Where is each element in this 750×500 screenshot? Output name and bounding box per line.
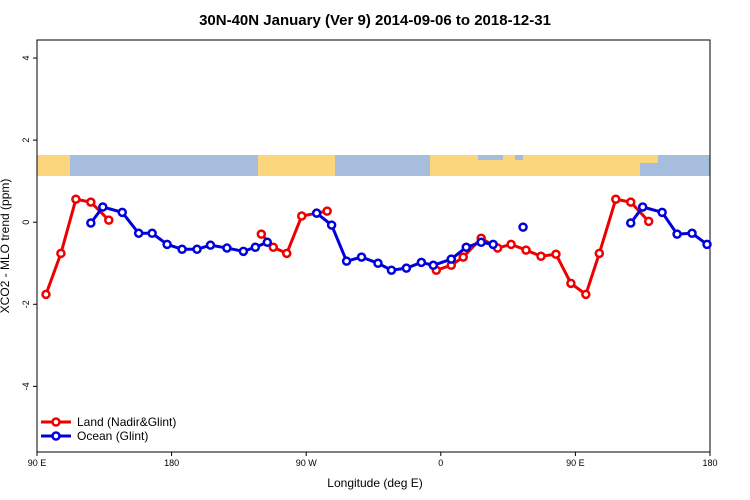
series-line — [89, 205, 708, 272]
data-point — [71, 194, 81, 204]
data-point — [476, 237, 486, 248]
x-tick-label: 180 — [702, 458, 717, 468]
x-tick-label: 180 — [164, 458, 179, 468]
data-point — [625, 197, 636, 207]
data-point — [643, 216, 654, 227]
data-point — [41, 289, 51, 300]
data-point — [625, 218, 636, 228]
x-tick-label: 90 W — [296, 458, 318, 468]
data-point — [657, 207, 667, 218]
data-point — [56, 248, 66, 259]
legend-label: Land (Nadir&Glint) — [77, 415, 176, 429]
data-point — [326, 220, 337, 230]
data-point — [594, 248, 605, 259]
data-point — [461, 242, 471, 252]
map-strip — [37, 155, 710, 176]
series-line — [44, 197, 650, 297]
data-point — [311, 208, 322, 218]
data-point — [282, 248, 292, 259]
data-point — [262, 237, 273, 248]
chart-title: 30N-40N January (Ver 9) 2014-09-06 to 20… — [199, 12, 551, 29]
data-point — [373, 258, 383, 268]
data-point — [386, 265, 397, 275]
data-point — [551, 249, 561, 259]
data-point — [296, 211, 307, 221]
legend-marker — [51, 417, 61, 427]
data-point — [428, 260, 439, 271]
data-point — [104, 215, 114, 225]
data-point — [687, 228, 697, 239]
data-point — [322, 206, 332, 216]
data-point — [117, 207, 127, 218]
data-point — [458, 252, 468, 262]
data-point — [521, 245, 531, 255]
plot-frame — [36, 39, 711, 453]
y-tick-label: 0 — [21, 220, 31, 225]
y-axis-label: XCO2 - MLO trend (ppm) — [0, 179, 12, 314]
y-tick-label: 4 — [21, 56, 31, 61]
data-point — [222, 243, 232, 253]
data-point — [566, 278, 576, 289]
x-tick-label: 0 — [438, 458, 443, 468]
legend-label: Ocean (Glint) — [77, 429, 148, 443]
y-tick-label: -4 — [21, 382, 31, 390]
data-point — [256, 229, 267, 239]
data-point — [86, 197, 96, 207]
data-point — [98, 202, 108, 212]
y-tick-label: 2 — [21, 138, 31, 143]
x-tick-label: 90 E — [28, 458, 47, 468]
data-point — [341, 256, 352, 266]
data-point — [672, 229, 682, 239]
data-point — [446, 254, 457, 264]
data-point — [250, 242, 261, 252]
data-point — [192, 244, 202, 255]
data-point — [86, 218, 96, 228]
data-point — [518, 222, 528, 232]
data-point — [205, 240, 216, 250]
data-point — [506, 239, 516, 250]
data-point — [401, 263, 412, 273]
legend-marker — [51, 431, 61, 441]
x-tick-label: 90 E — [566, 458, 585, 468]
data-point — [488, 239, 498, 250]
data-point — [147, 228, 157, 239]
data-point — [177, 244, 187, 255]
x-axis-label: Longitude (deg E) — [327, 476, 422, 490]
y-tick-label: -2 — [21, 300, 31, 308]
data-point — [702, 239, 712, 250]
data-point — [238, 246, 249, 257]
data-point — [416, 257, 427, 268]
data-point — [133, 228, 144, 239]
data-point — [581, 289, 591, 300]
data-point — [356, 252, 367, 262]
data-point — [611, 194, 621, 204]
data-point — [162, 239, 172, 250]
data-point — [268, 242, 279, 252]
data-point — [536, 251, 546, 262]
data-point — [637, 202, 648, 212]
